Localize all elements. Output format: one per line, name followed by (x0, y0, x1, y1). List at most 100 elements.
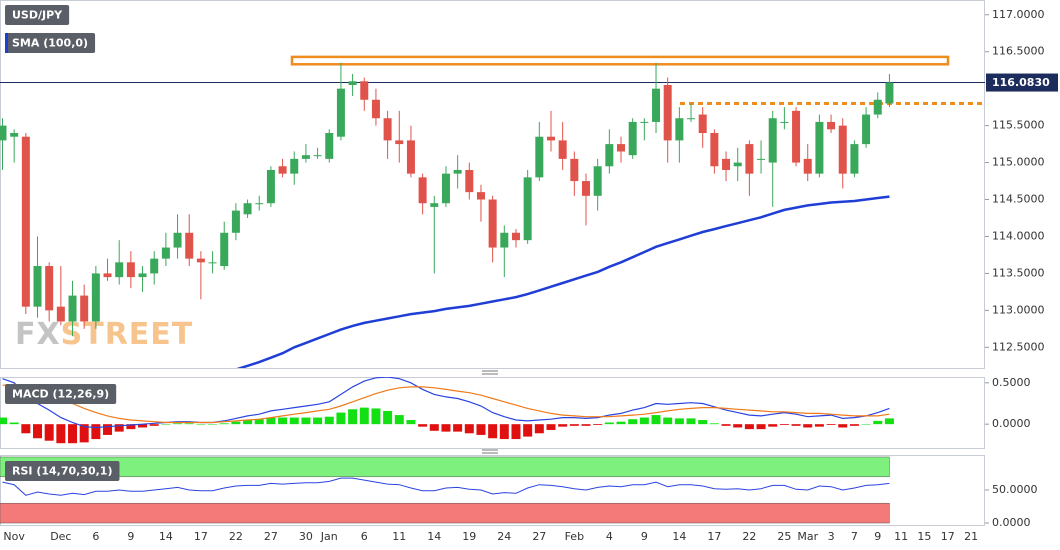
macd-histogram-bar (674, 418, 684, 425)
candle-body (523, 177, 532, 241)
macd-histogram-bar (453, 424, 463, 432)
macd-histogram-bar (803, 424, 813, 428)
candle-body (301, 155, 310, 159)
x-tick-label: 15 (917, 530, 931, 543)
candle-body (185, 232, 194, 259)
legend-bg (5, 461, 120, 481)
macd-panel (0, 377, 985, 449)
macd-histogram-bar (324, 416, 334, 425)
candle-body (663, 84, 672, 141)
candle-body (873, 99, 882, 115)
candle-body (196, 258, 205, 263)
candle-body (231, 210, 240, 233)
macd-histogram-bar (231, 421, 241, 425)
candle-body (255, 203, 264, 205)
candle-body (500, 232, 509, 248)
candle-body (757, 158, 766, 160)
macd-histogram-bar (558, 424, 568, 427)
sma-line (236, 195, 890, 368)
candle-body (21, 136, 30, 307)
x-tick-label: 14 (672, 530, 686, 543)
candle-body (570, 158, 579, 182)
macd-histogram-bar (663, 417, 673, 425)
x-tick-label: Mar (797, 530, 818, 543)
candle-body (722, 158, 731, 170)
panel-handle[interactable] (482, 370, 498, 375)
panel-handle[interactable] (482, 449, 498, 454)
y-tick-label: 114.5000 (992, 193, 1045, 206)
macd-histogram-bar (721, 424, 731, 426)
candle-body (885, 82, 894, 104)
watermark-street: STREET (61, 317, 194, 352)
macd-histogram-bar (733, 424, 743, 428)
candle-body (511, 232, 520, 241)
macd-histogram-bar (56, 424, 66, 444)
legend-swatch (5, 33, 8, 53)
macd-histogram-bar (301, 417, 311, 425)
x-tick-label: Jan (320, 530, 338, 543)
macd-histogram-bar (849, 424, 859, 426)
macd-histogram-bar (604, 422, 614, 425)
x-tick-label: Dec (50, 530, 71, 543)
candle-body (675, 118, 684, 141)
x-tick-label: 6 (92, 530, 99, 543)
macd-histogram-bar (838, 424, 848, 428)
candle-body (371, 99, 380, 119)
y-tick-label: 0.0000 (992, 417, 1031, 430)
candle-body (208, 262, 217, 264)
candle-body (138, 273, 147, 278)
macd-histogram-bar (873, 420, 883, 425)
x-tick-label: 9 (641, 530, 648, 543)
macd-histogram-bar (476, 424, 486, 435)
macd-histogram-bar (593, 424, 603, 425)
macd-histogram-bar (254, 419, 264, 425)
candle-body (173, 232, 182, 248)
candle-body (862, 114, 871, 145)
candle-body (115, 262, 124, 278)
y-tick-label: 0.5000 (992, 376, 1031, 389)
x-tick-label: 9 (127, 530, 134, 543)
macd-histogram-bar (709, 423, 719, 425)
watermark: FXSTREET (15, 317, 193, 352)
macd-histogram-bar (0, 417, 7, 425)
macd-histogram-bar (488, 424, 498, 439)
candle-body (605, 144, 614, 167)
macd-histogram-bar (266, 417, 276, 425)
macd-histogram-bar (44, 424, 54, 441)
macd-histogram-bar (359, 407, 369, 425)
candle-body (768, 118, 777, 163)
candle-body (558, 140, 567, 159)
macd-histogram-bar (698, 420, 708, 425)
macd-histogram-bar (289, 417, 299, 425)
macd-histogram-bar (91, 424, 101, 440)
candle-body (838, 125, 847, 174)
candle-body (56, 306, 65, 322)
macd-histogram-bar (464, 424, 474, 434)
macd-histogram-bar (406, 420, 416, 425)
macd-histogram-bar (161, 424, 171, 425)
candle-body (733, 162, 742, 167)
macd-histogram-bar (138, 424, 148, 428)
x-tick-label: 14 (427, 530, 441, 543)
macd-histogram-bar (639, 417, 649, 425)
candle-body (535, 136, 544, 178)
candle-body (243, 203, 252, 215)
macd-histogram-bar (814, 424, 824, 427)
last-price-tag: 116.0830 (986, 73, 1058, 92)
macd-histogram-bar (196, 424, 206, 425)
legend-box: MACD (12,26,9) (5, 384, 117, 404)
candle-body (617, 144, 626, 152)
watermark-fx: FX (15, 317, 61, 352)
candle-body (91, 273, 100, 322)
candle-body (582, 181, 590, 196)
macd-histogram-bar (429, 424, 439, 431)
legend-label: MACD (12,26,9) (12, 388, 109, 401)
y-tick-label: 113.5000 (992, 266, 1045, 279)
candle-body (441, 173, 450, 204)
plot-area (0, 456, 890, 524)
macd-histogram-bar (21, 424, 31, 434)
macd-histogram-bar (826, 424, 836, 425)
macd-histogram-bar (103, 424, 113, 435)
macd-histogram-bar (441, 424, 451, 432)
last-price-label: 116.0830 (992, 76, 1050, 89)
